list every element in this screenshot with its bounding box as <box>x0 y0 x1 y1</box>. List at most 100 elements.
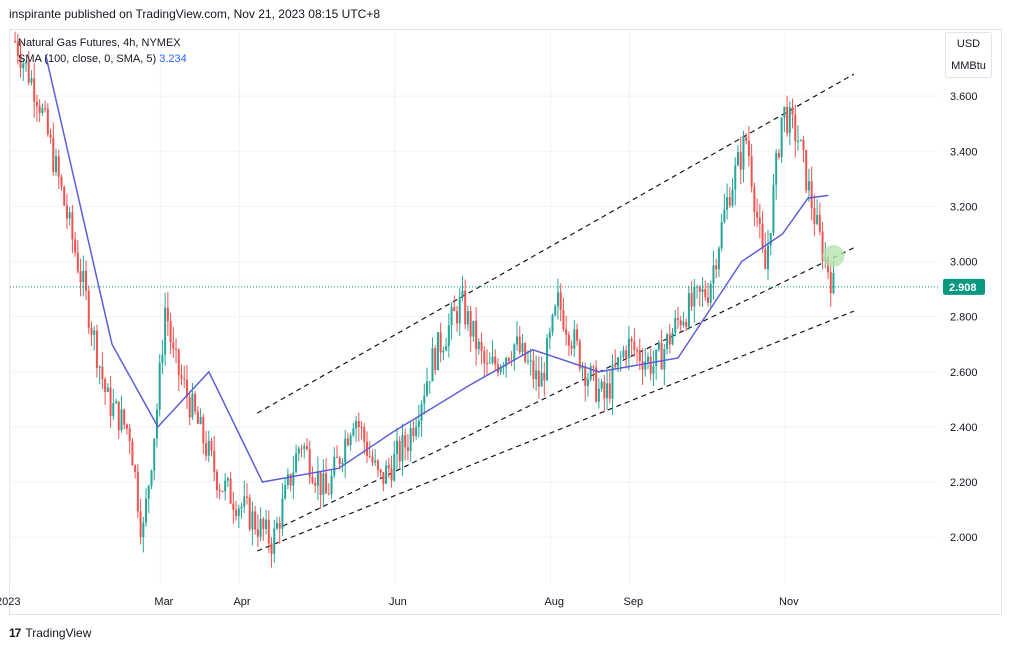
candle-body <box>608 383 611 399</box>
candle-body <box>147 485 150 499</box>
candle-body <box>74 239 77 253</box>
candle-body <box>687 293 690 327</box>
sma-legend[interactable]: SMA (100, close, 0, SMA, 5) 3.234 <box>18 51 187 67</box>
candle-body <box>254 511 257 530</box>
candle-body <box>371 456 374 463</box>
candle-body <box>720 222 723 249</box>
candle-body <box>445 346 448 351</box>
candle-body <box>723 209 726 223</box>
sma-line[interactable] <box>44 54 829 483</box>
candle-body <box>79 271 82 283</box>
candle-body <box>355 421 358 429</box>
candle-body <box>652 366 655 374</box>
candle-body <box>663 349 666 370</box>
candle-body <box>95 330 98 368</box>
candle-body <box>464 290 467 325</box>
candle-body <box>379 469 382 473</box>
candle-body <box>717 248 720 270</box>
candle-body <box>98 366 101 368</box>
candle-body <box>387 465 390 469</box>
candle-body <box>431 348 434 382</box>
candle-body <box>423 395 426 405</box>
candle-body <box>123 409 126 425</box>
candle-body <box>584 366 587 386</box>
time-axis[interactable]: 2023 Mar Apr Jun Aug Sep Nov <box>0 596 799 608</box>
candle-body <box>698 286 701 292</box>
candle-body <box>232 503 235 510</box>
candle-body <box>85 270 88 291</box>
candle-body <box>115 401 118 404</box>
trend-line <box>257 73 855 414</box>
unit-label: MMBtu <box>951 60 986 72</box>
candle-body <box>554 306 557 316</box>
candle-body <box>134 465 137 472</box>
candle-body <box>668 334 671 345</box>
candle-body <box>415 427 418 436</box>
candle-body <box>772 184 775 233</box>
candle-body <box>104 379 107 392</box>
candle-body <box>537 370 540 387</box>
candle-body <box>199 416 202 424</box>
candle-body <box>327 493 330 495</box>
candle-body <box>330 475 333 495</box>
trend-lines[interactable] <box>257 73 855 552</box>
candle-body <box>185 379 188 398</box>
currency-unit-button[interactable]: USD MMBtu <box>945 32 992 78</box>
sma-value: 3.234 <box>159 53 187 65</box>
candle-body <box>818 215 821 232</box>
candle-body <box>521 343 524 353</box>
candle-body <box>333 456 336 476</box>
last-price-label: 2.908 <box>949 282 977 294</box>
candle-body <box>764 249 767 270</box>
candle-body <box>791 107 794 115</box>
candle-body <box>57 156 60 177</box>
candle-body <box>810 181 813 209</box>
candle-body <box>666 334 669 350</box>
candle-body <box>456 311 459 324</box>
candle-body <box>783 106 786 118</box>
candle-body <box>761 223 764 250</box>
tradingview-logo-icon[interactable]: 17 <box>9 626 21 640</box>
candle-body <box>417 421 420 428</box>
candle-body <box>475 320 478 350</box>
candle-body <box>229 478 232 504</box>
candle-body <box>117 401 120 431</box>
candle-body <box>420 404 423 422</box>
candle-body <box>439 332 442 353</box>
price-tick-label: 2.200 <box>950 477 978 489</box>
price-tick-label: 2.600 <box>950 367 978 379</box>
symbol-title[interactable]: Natural Gas Futures, 4h, NYMEX <box>18 37 181 49</box>
candle-body <box>292 472 295 486</box>
candle-body <box>780 117 783 158</box>
candle-body <box>649 356 652 374</box>
candle-body <box>532 360 535 380</box>
candle-body <box>453 307 456 312</box>
candle-body <box>248 497 251 530</box>
candle-body <box>573 329 576 349</box>
candle-body <box>35 101 38 106</box>
brand-name[interactable]: TradingView <box>25 626 92 640</box>
candle-body <box>731 189 734 206</box>
candle-body <box>60 176 63 187</box>
candle-body <box>188 397 191 418</box>
candle-body <box>71 212 74 240</box>
candle-body <box>161 354 164 364</box>
candle-body <box>829 272 832 294</box>
time-tick-label: Mar <box>154 596 173 608</box>
price-tick-label: 3.200 <box>950 201 978 213</box>
candle-body <box>551 315 554 333</box>
candle-body <box>52 137 55 172</box>
candle-body <box>205 443 208 456</box>
price-tick-label: 2.000 <box>950 532 978 544</box>
candle-body <box>491 356 494 363</box>
trend-line <box>257 310 855 552</box>
annotations[interactable] <box>822 245 845 268</box>
candle-body <box>194 393 197 412</box>
candle-body <box>742 137 745 170</box>
candle-body <box>346 438 349 446</box>
candle-body <box>622 350 625 357</box>
price-axis[interactable]: 2.000 2.200 2.400 2.600 2.800 3.000 3.200 3.400… <box>950 91 978 544</box>
candle-body <box>592 366 595 368</box>
candle-body <box>576 329 579 341</box>
